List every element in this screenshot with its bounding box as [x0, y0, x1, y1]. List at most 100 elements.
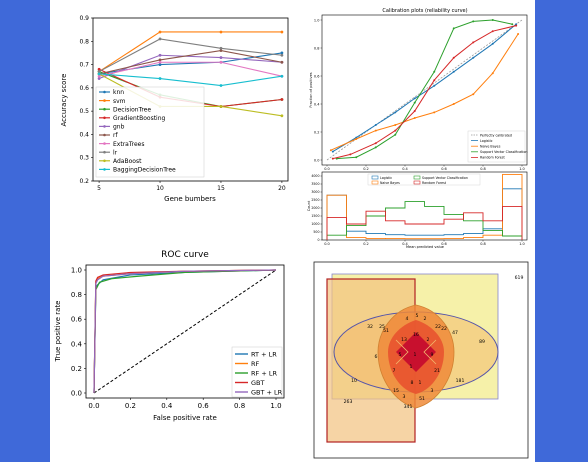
- calibration-series-1: [330, 33, 519, 151]
- histogram-ticks: 0 500 1000 1500 2000 2500 3000 3500 4000 0.0 0.2 0.…: [311, 174, 524, 246]
- venn-region-label: 9: [431, 352, 434, 358]
- accuracy-legend-label: lr: [113, 149, 118, 156]
- calibration-ticks: 0.0 0.2 0.4 0.6 0.8 1.0 0.0 0.2 0.4 0.6 0.8 1.0: [314, 18, 525, 171]
- accuracy-x-tick-label: 20: [278, 185, 286, 192]
- calibration-y-tick-label: 0.0: [314, 158, 320, 162]
- venn-region-label: 5: [399, 352, 402, 358]
- accuracy-point: [219, 60, 223, 64]
- calibration-reference-line: [326, 19, 523, 161]
- venn-region-label: 3: [431, 388, 434, 394]
- histogram-legend-label: Support Vector Classification: [422, 176, 468, 180]
- accuracy-x-label: Gene bumbers: [164, 195, 216, 203]
- calibration-point: [452, 103, 455, 105]
- accuracy-y-tick-label: 0.6: [79, 85, 89, 92]
- calibration-point: [394, 124, 397, 126]
- calibration-point: [515, 23, 518, 26]
- accuracy-point: [280, 98, 284, 101]
- roc-series: [93, 269, 277, 394]
- calibration-point: [413, 97, 416, 100]
- roc-y-tick-label: 0.6: [71, 316, 83, 324]
- roc-legend-label: RF + LR: [251, 369, 277, 377]
- roc-legend-label: GBT + LR: [251, 388, 283, 396]
- accuracy-point: [158, 58, 162, 62]
- calibration-point: [452, 56, 455, 59]
- histogram-x-tick-label: 0.2: [363, 242, 369, 246]
- venn-region-label: 341: [404, 404, 413, 410]
- accuracy-y-tick-label: 0.5: [79, 108, 89, 115]
- accuracy-chart: 0.2 0.3 0.4 0.5 0.6 0.7 0.8 0.9 5 10 15 20 Accurac…: [60, 15, 289, 203]
- venn-region-label: 10: [351, 378, 357, 384]
- accuracy-point: [280, 74, 284, 78]
- roc-x-tick-label: 0.8: [234, 402, 245, 410]
- accuracy-point: [158, 60, 162, 64]
- calibration-point: [331, 157, 334, 160]
- venn-region-label: 1: [410, 364, 413, 370]
- accuracy-point: [158, 53, 162, 57]
- calibration-series: [326, 19, 523, 161]
- calibration-point: [349, 153, 352, 156]
- calibration-x-tick-label: 0.8: [480, 167, 486, 171]
- accuracy-series-line-BaggingDecisionTree: [99, 73, 282, 87]
- calibration-point: [355, 136, 358, 139]
- accuracy-legend-label: rf: [113, 132, 118, 139]
- calibration-x-tick-label: 0.6: [441, 167, 447, 171]
- accuracy-legend-marker: [103, 125, 106, 128]
- calibration-point: [355, 138, 358, 140]
- accuracy-series-line-lr: [98, 38, 282, 73]
- roc-x-tick-label: 0.4: [161, 402, 173, 410]
- roc-y-label: True positive rate: [54, 301, 62, 363]
- histogram-x-tick-label: 0.0: [324, 242, 330, 246]
- figure-sheet: 0.2 0.3 0.4 0.5 0.6 0.7 0.8 0.9 5 10 15 20 Accurac…: [50, 0, 535, 462]
- accuracy-legend-marker: [103, 159, 106, 163]
- calibration-point: [413, 101, 416, 104]
- calibration-legend-label: Naive Bayes: [480, 145, 501, 149]
- venn-region-label: 7: [393, 368, 396, 374]
- calibration-y-tick-label: 0.8: [314, 46, 320, 50]
- venn-region-label: 8: [411, 380, 414, 386]
- histogram-x-tick-label: 0.8: [480, 242, 486, 246]
- roc-chance-line: [93, 269, 277, 394]
- histogram-y-tick-label: 2500: [311, 198, 319, 202]
- venn-region-label: 181: [456, 378, 465, 384]
- histogram-legend-label: Logistic: [380, 176, 392, 180]
- accuracy-x-tick-label: 5: [97, 185, 101, 192]
- histogram-x-tick-label: 0.6: [441, 242, 447, 246]
- roc-legend-label: RT + LR: [251, 350, 277, 358]
- accuracy-point: [97, 72, 101, 76]
- accuracy-legend-marker: [103, 133, 106, 137]
- histogram-step-3: [326, 205, 523, 240]
- venn-region-label: 2: [427, 337, 430, 343]
- roc-ticks: 0.0 0.2 0.4 0.6 0.8 1.0 0.0 0.2 0.4 0.6 0.8 1.0: [71, 267, 282, 411]
- roc-legend-label: RF: [251, 360, 260, 368]
- roc-x-tick-label: 0.2: [125, 402, 136, 410]
- histogram-step-1: [326, 173, 523, 240]
- accuracy-y-tick-label: 0.2: [79, 178, 89, 185]
- venn-region-label: 47: [452, 330, 458, 336]
- histogram-step-0: [326, 188, 523, 240]
- accuracy-point: [219, 105, 223, 108]
- accuracy-legend-label: GradientBoosting: [113, 115, 166, 122]
- calibration-point: [452, 70, 455, 73]
- accuracy-point: [158, 30, 162, 34]
- calibration-point: [491, 30, 494, 33]
- histogram-legend-swatch: [371, 180, 379, 185]
- calibration-y-tick-label: 0.2: [314, 130, 320, 134]
- accuracy-legend-marker: [103, 99, 106, 102]
- calibration-legend-label: Logistic: [480, 139, 493, 143]
- histogram-x-tick-label: 1.0: [519, 242, 525, 246]
- accuracy-y-tick-label: 0.8: [79, 38, 89, 45]
- calibration-point: [413, 110, 416, 112]
- histogram-y-tick-label: 4000: [311, 174, 319, 178]
- calibration-legend-label: Random Forest: [480, 156, 506, 160]
- roc-x-tick-label: 0.6: [198, 402, 210, 410]
- accuracy-legend-marker: [103, 107, 106, 111]
- roc-y-tick-label: 1.0: [71, 267, 82, 275]
- accuracy-point: [280, 53, 284, 57]
- venn-region-label: 32: [367, 324, 373, 330]
- accuracy-point: [97, 74, 101, 78]
- accuracy-legend-marker: [103, 168, 106, 171]
- calibration-point: [433, 84, 436, 87]
- histogram-step-2: [326, 201, 523, 240]
